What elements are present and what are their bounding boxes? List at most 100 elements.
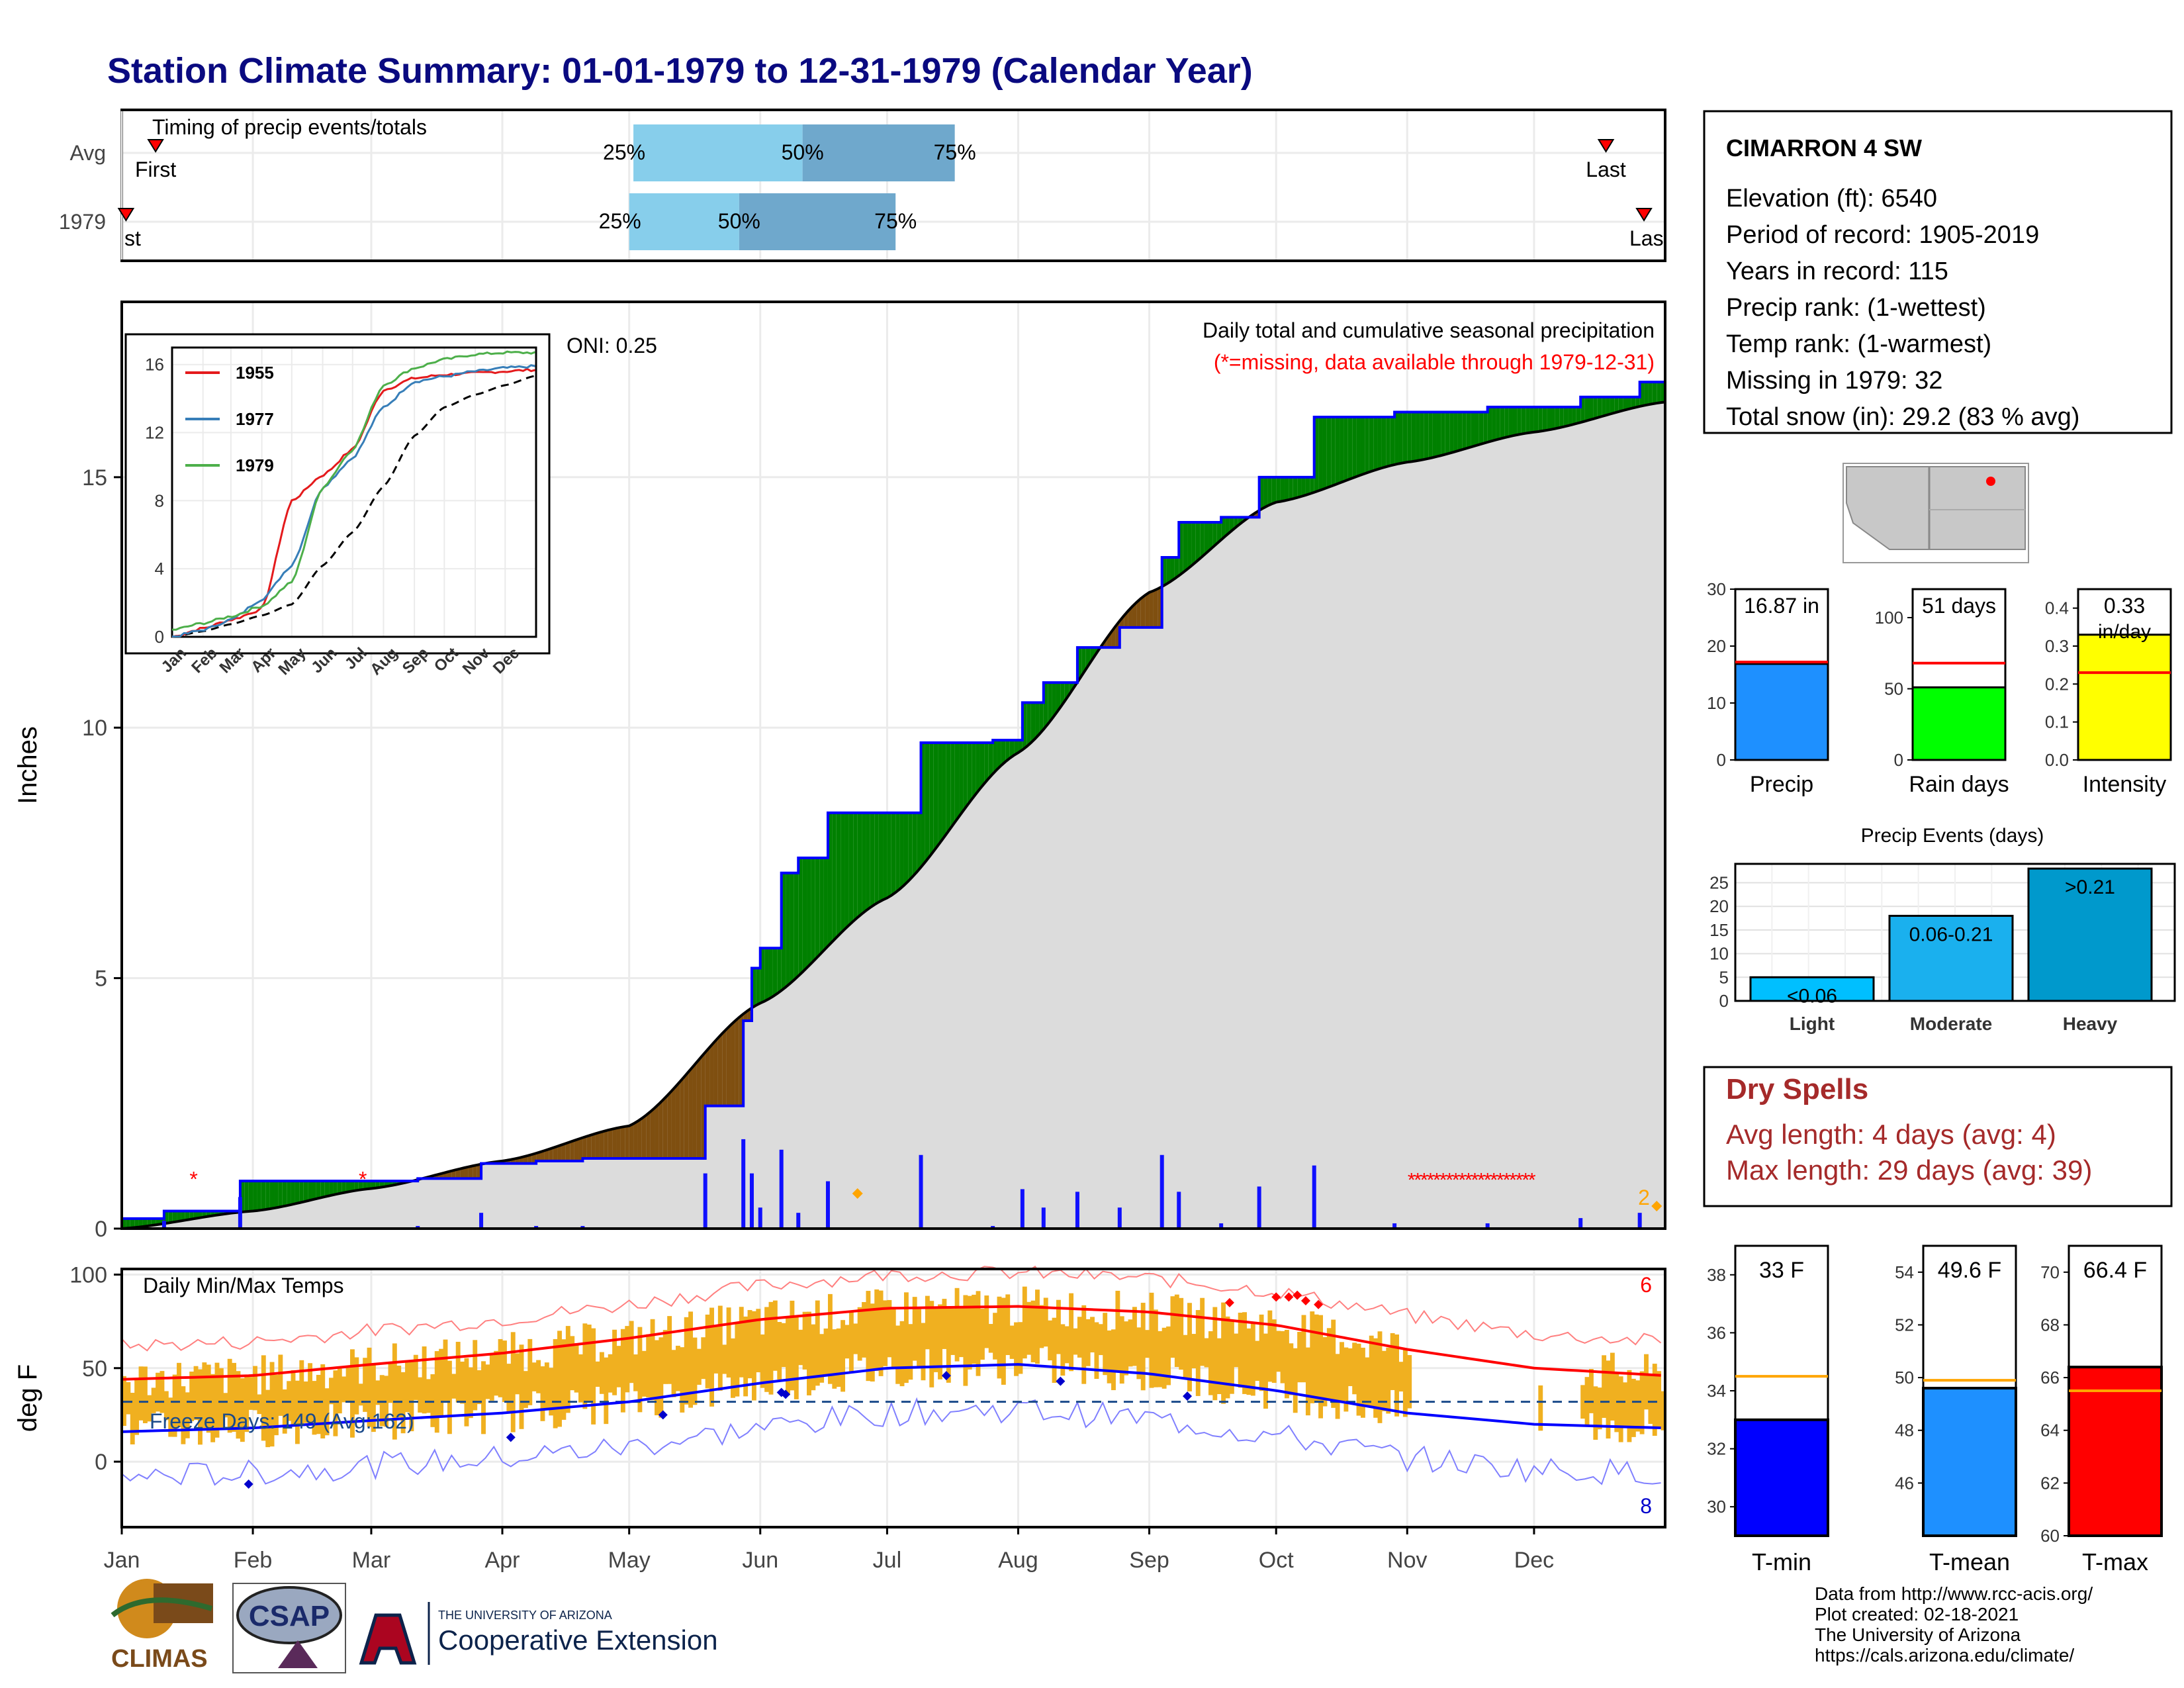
daily-temp-bar (350, 1349, 355, 1438)
daily-temp-bar (1085, 1319, 1091, 1366)
month-tick-label: Jan (104, 1548, 140, 1573)
daily-temp-bar (1191, 1334, 1197, 1369)
surplus-fill (312, 1181, 316, 1200)
surplus-fill (168, 1211, 173, 1223)
daily-temp-bar (722, 1344, 727, 1374)
daily-temp-bar (655, 1340, 659, 1416)
climas-logo: CLIMAS (111, 1579, 213, 1673)
surplus-fill (1293, 477, 1298, 499)
daily-temp-bar (1276, 1331, 1281, 1372)
surplus-fill (1542, 406, 1547, 432)
daily-temp-bar (815, 1300, 820, 1386)
daily-precip-bar (1485, 1223, 1490, 1229)
daily-temp-bar (570, 1336, 575, 1391)
daily-temp-bar (1597, 1387, 1602, 1430)
mini-bar-tick-label: 50 (1884, 679, 1903, 699)
daily-temp-bar (388, 1362, 393, 1403)
surplus-fill (181, 1211, 185, 1221)
surplus-fill (1606, 397, 1610, 416)
daily-temp-bar (862, 1301, 866, 1358)
daily-temp-bar (713, 1327, 719, 1374)
missing-marker: * (1496, 1169, 1504, 1191)
surplus-fill (337, 1181, 342, 1194)
surplus-fill (917, 812, 921, 872)
timing-bar-q25-q50 (633, 124, 803, 181)
missing-marker: * (1503, 1169, 1511, 1191)
surplus-fill (1183, 522, 1188, 573)
inset-year-line (171, 350, 536, 631)
daily-temp-bar (274, 1374, 279, 1436)
surplus-fill (287, 1181, 291, 1206)
temps-panel: 0 50 100 deg F Daily Min/Max Temps Freeze … (13, 1262, 1666, 1528)
surplus-fill (244, 1181, 249, 1212)
record-high-marker (1224, 1297, 1234, 1307)
daily-temp-bar (308, 1363, 313, 1423)
surplus-fill (1525, 406, 1530, 434)
daily-temp-bar (696, 1348, 702, 1385)
daily-temp-bar (1208, 1331, 1213, 1395)
surplus-fill (130, 1218, 135, 1228)
daily-temp-bar (811, 1324, 816, 1391)
daily-temp-bar (468, 1367, 473, 1419)
daily-temp-bar (1234, 1333, 1239, 1368)
daily-temp-bar (1390, 1333, 1395, 1390)
station-line: Total snow (in): 29.2 (83 % avg) (1726, 403, 2079, 431)
temp-bar-tick-label: 48 (1895, 1421, 1914, 1440)
daily-temp-bar (278, 1354, 283, 1416)
surplus-fill (1568, 406, 1572, 426)
surplus-fill (1623, 397, 1627, 411)
record-high-line (121, 1265, 1662, 1352)
station-info-box: CIMARRON 4 SW Elevation (ft): 6540 Perio… (1703, 110, 2173, 434)
daily-temp-bar (827, 1293, 833, 1384)
daily-temp-bar (282, 1389, 287, 1434)
surplus-fill (126, 1218, 130, 1229)
surplus-fill (1657, 382, 1661, 404)
deficit-fill (1107, 632, 1112, 648)
missing-marker: * (1509, 1169, 1517, 1191)
daily-temp-bar (261, 1355, 266, 1441)
inset-legend-label: 1955 (236, 363, 274, 383)
daily-temp-bar (844, 1325, 850, 1359)
deficit-fill (675, 1082, 680, 1159)
inset-y-tick-label: 12 (145, 423, 164, 443)
mini-bar-value (1734, 663, 1829, 761)
daily-temp-bar (1352, 1342, 1357, 1395)
surplus-fill (1563, 406, 1569, 427)
record-high-marker (1271, 1292, 1281, 1302)
daily-temp-bar (933, 1308, 938, 1372)
deficit-fill (650, 1107, 655, 1159)
daily-temp-bar (942, 1299, 947, 1349)
surplus-fill (1496, 406, 1500, 440)
daily-temp-bar (739, 1307, 744, 1378)
month-tick-label: Feb (234, 1548, 273, 1573)
daily-temp-bar (946, 1308, 951, 1383)
surplus-fill (1039, 702, 1044, 735)
surplus-fill (1343, 417, 1348, 482)
daily-temp-bar (396, 1366, 402, 1418)
events-bar (2027, 867, 2153, 1002)
daily-temp-bar (650, 1319, 655, 1401)
daily-temp-bar (202, 1362, 207, 1430)
daily-temp-bar (878, 1290, 884, 1376)
month-tick-label: Nov (1387, 1548, 1427, 1573)
daily-temp-bar (477, 1370, 482, 1405)
daily-temp-bar (553, 1338, 558, 1429)
daily-temp-bar (790, 1300, 795, 1391)
daily-temp-bar (1267, 1310, 1273, 1382)
surplus-fill (1407, 412, 1412, 463)
dry-spells-title: Dry Spells (1726, 1073, 1868, 1105)
surplus-fill (341, 1181, 346, 1194)
surplus-fill (295, 1181, 300, 1204)
surplus-fill (1483, 412, 1488, 444)
daily-temp-bar (1090, 1317, 1095, 1353)
record-low-marker (658, 1410, 668, 1420)
daily-temp-bar (1183, 1335, 1188, 1380)
daily-temp-bar (227, 1358, 232, 1433)
daily-temp-bar (253, 1366, 257, 1411)
daily-temp-bar (354, 1357, 359, 1415)
last-event-label: Last (1586, 158, 1626, 181)
daily-temp-bar (781, 1323, 786, 1368)
daily-precip-bar (796, 1213, 801, 1229)
deficit-fill (688, 1066, 693, 1159)
surplus-fill (959, 742, 964, 817)
